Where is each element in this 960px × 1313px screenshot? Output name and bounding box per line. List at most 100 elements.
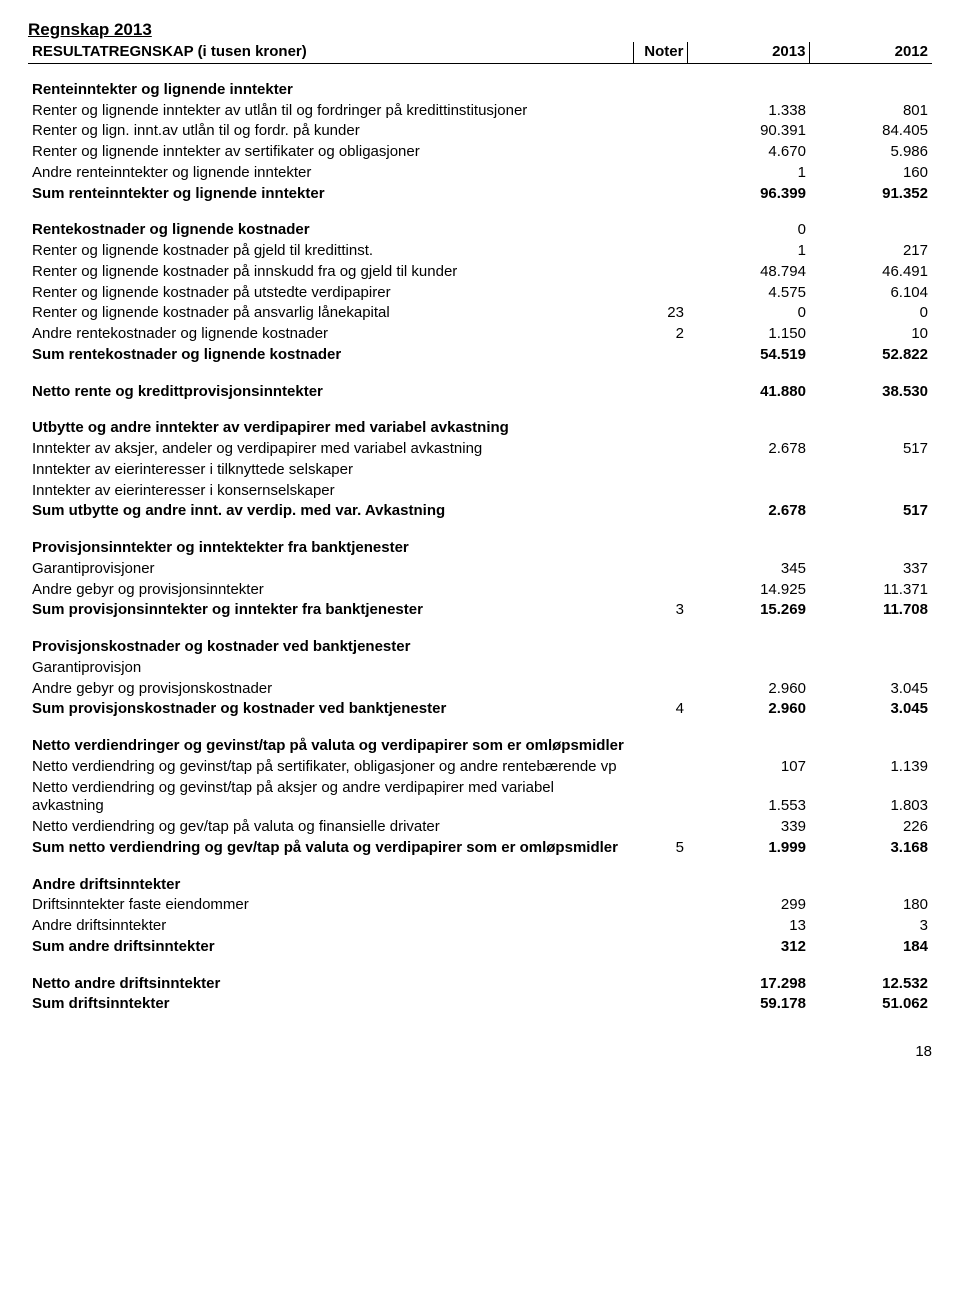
row-value-2012 xyxy=(810,658,932,679)
row-note xyxy=(634,283,688,304)
row-label: Sum rentekostnader og lignende kostnader xyxy=(28,345,634,366)
row-label: Andre gebyr og provisjonskostnader xyxy=(28,679,634,700)
header-noter: Noter xyxy=(634,42,688,63)
row-value-2013: 1.553 xyxy=(688,778,810,818)
spacer-row xyxy=(28,621,932,637)
row-value-2013: 1.150 xyxy=(688,324,810,345)
section-heading: Rentekostnader og lignende kostnader xyxy=(28,220,634,241)
row-label: Andre driftsinntekter xyxy=(28,916,634,937)
table-row: Renter og lignende kostnader på utstedte… xyxy=(28,283,932,304)
row-note xyxy=(634,345,688,366)
row-label: Sum renteinntekter og lignende inntekter xyxy=(28,184,634,205)
row-note xyxy=(634,778,688,818)
row-value-2013 xyxy=(688,481,810,502)
row-note xyxy=(634,418,688,439)
row-value-2013 xyxy=(688,80,810,101)
page-title: Regnskap 2013 xyxy=(28,20,932,40)
row-value-2013 xyxy=(688,460,810,481)
row-value-2012: 801 xyxy=(810,101,932,122)
table-row: Inntekter av aksjer, andeler og verdipap… xyxy=(28,439,932,460)
row-value-2012 xyxy=(810,80,932,101)
row-value-2012: 337 xyxy=(810,559,932,580)
row-value-2013: 0 xyxy=(688,303,810,324)
row-value-2012: 46.491 xyxy=(810,262,932,283)
row-value-2013: 2.678 xyxy=(688,439,810,460)
row-value-2013: 90.391 xyxy=(688,121,810,142)
row-value-2013: 1 xyxy=(688,241,810,262)
row-value-2012: 217 xyxy=(810,241,932,262)
row-value-2012 xyxy=(810,220,932,241)
row-value-2012: 10 xyxy=(810,324,932,345)
row-label: Netto verdiendring og gev/tap på valuta … xyxy=(28,817,634,838)
row-note xyxy=(634,142,688,163)
row-value-2013: 2.960 xyxy=(688,699,810,720)
row-label: Renter og lignende kostnader på ansvarli… xyxy=(28,303,634,324)
row-label: Driftsinntekter faste eiendommer xyxy=(28,895,634,916)
row-label: Renter og lignende inntekter av utlån ti… xyxy=(28,101,634,122)
sum-row: Sum netto verdiendring og gev/tap på val… xyxy=(28,838,932,859)
row-value-2012: 517 xyxy=(810,501,932,522)
row-label: Sum driftsinntekter xyxy=(28,994,634,1015)
table-row: Andre driftsinntekter133 xyxy=(28,916,932,937)
header-year-1: 2013 xyxy=(688,42,810,63)
spacer-row xyxy=(28,63,932,80)
row-label: Inntekter av aksjer, andeler og verdipap… xyxy=(28,439,634,460)
row-note xyxy=(634,637,688,658)
row-note: 23 xyxy=(634,303,688,324)
section-heading: Andre driftsinntekter xyxy=(28,875,634,896)
table-row: Andre renteinntekter og lignende inntekt… xyxy=(28,163,932,184)
row-note: 4 xyxy=(634,699,688,720)
row-value-2013: 4.575 xyxy=(688,283,810,304)
row-value-2013: 107 xyxy=(688,757,810,778)
row-label: Netto rente og kredittprovisjonsinntekte… xyxy=(28,382,634,403)
row-note xyxy=(634,994,688,1015)
sum-row: Netto andre driftsinntekter17.29812.532 xyxy=(28,974,932,995)
sum-row: Sum utbytte og andre innt. av verdip. me… xyxy=(28,501,932,522)
row-value-2013 xyxy=(688,418,810,439)
table-row: Driftsinntekter faste eiendommer 299180 xyxy=(28,895,932,916)
row-value-2012: 180 xyxy=(810,895,932,916)
table-row: Netto verdiendring og gev/tap på valuta … xyxy=(28,817,932,838)
spacer-row xyxy=(28,402,932,418)
row-value-2012: 38.530 xyxy=(810,382,932,403)
section-heading: Provisjonskostnader og kostnader ved ban… xyxy=(28,637,634,658)
row-value-2013: 59.178 xyxy=(688,994,810,1015)
row-note xyxy=(634,241,688,262)
section-heading-row: Andre driftsinntekter xyxy=(28,875,932,896)
row-value-2012: 184 xyxy=(810,937,932,958)
row-note xyxy=(634,80,688,101)
table-row: Renter og lignende kostnader på ansvarli… xyxy=(28,303,932,324)
row-note xyxy=(634,937,688,958)
row-value-2012: 11.371 xyxy=(810,580,932,601)
spacer-row xyxy=(28,522,932,538)
row-label: Andre renteinntekter og lignende inntekt… xyxy=(28,163,634,184)
sum-row: Sum driftsinntekter 59.17851.062 xyxy=(28,994,932,1015)
income-statement-table: RESULTATREGNSKAP (i tusen kroner) Noter … xyxy=(28,42,932,1015)
row-value-2012: 3.168 xyxy=(810,838,932,859)
row-note: 3 xyxy=(634,600,688,621)
row-label: Sum netto verdiendring og gev/tap på val… xyxy=(28,838,634,859)
row-label: Netto andre driftsinntekter xyxy=(28,974,634,995)
row-value-2012 xyxy=(810,481,932,502)
row-label: Garantiprovisjoner xyxy=(28,559,634,580)
row-label: Inntekter av eierinteresser i tilknytted… xyxy=(28,460,634,481)
row-value-2012: 0 xyxy=(810,303,932,324)
row-value-2013: 4.670 xyxy=(688,142,810,163)
row-value-2013: 0 xyxy=(688,220,810,241)
spacer-row xyxy=(28,859,932,875)
row-value-2013: 2.678 xyxy=(688,501,810,522)
row-note xyxy=(634,439,688,460)
row-value-2013: 14.925 xyxy=(688,580,810,601)
sum-row: Sum provisjonskostnader og kostnader ved… xyxy=(28,699,932,720)
section-heading: Renteinntekter og lignende inntekter xyxy=(28,80,634,101)
row-value-2012: 6.104 xyxy=(810,283,932,304)
row-note xyxy=(634,382,688,403)
row-value-2012 xyxy=(810,418,932,439)
row-value-2012: 51.062 xyxy=(810,994,932,1015)
row-value-2012: 91.352 xyxy=(810,184,932,205)
row-value-2012: 3.045 xyxy=(810,679,932,700)
row-value-2012: 160 xyxy=(810,163,932,184)
row-value-2012: 5.986 xyxy=(810,142,932,163)
row-value-2013: 299 xyxy=(688,895,810,916)
table-row: Renter og lignende inntekter av utlån ti… xyxy=(28,101,932,122)
